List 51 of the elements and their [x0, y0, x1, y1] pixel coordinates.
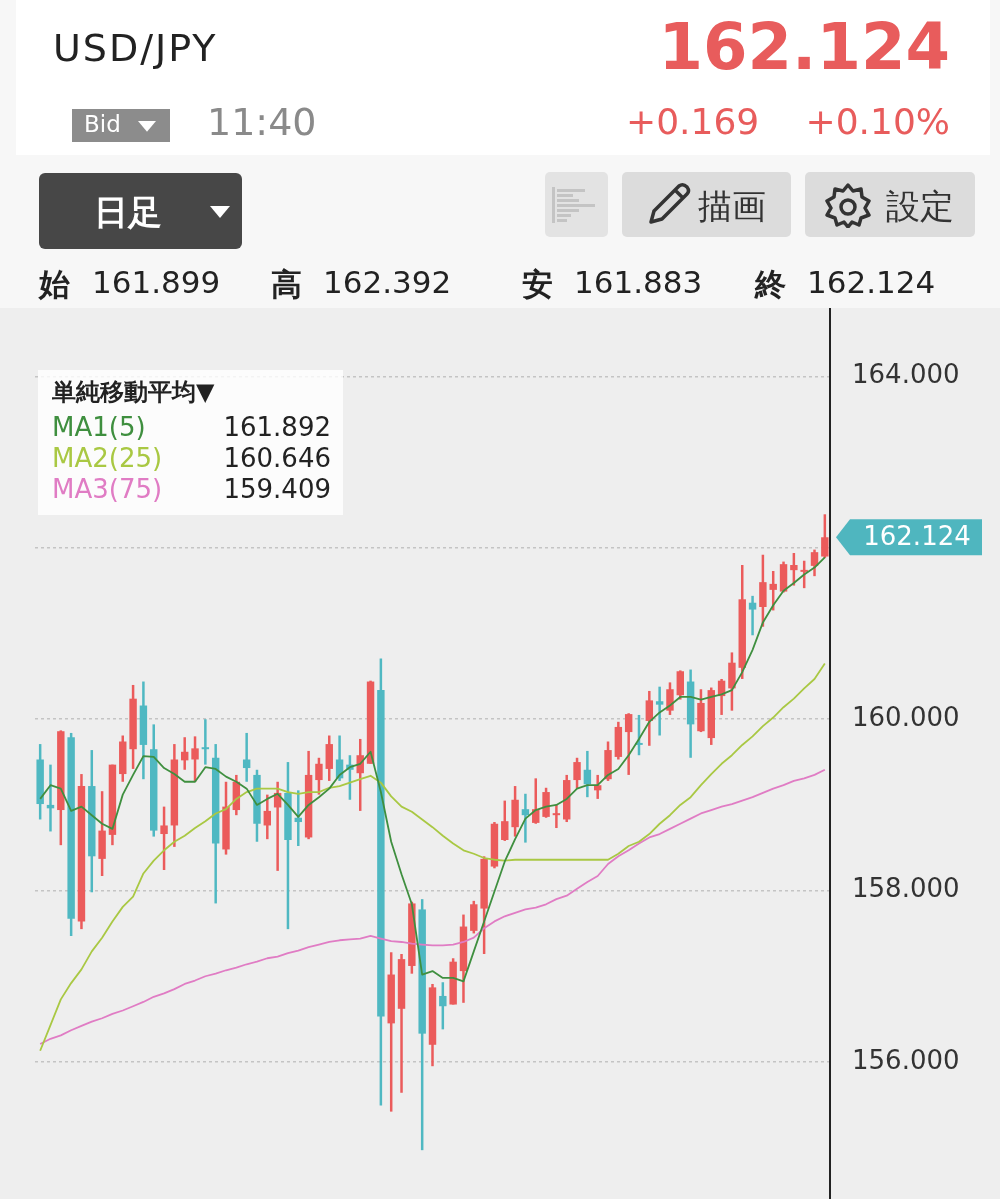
text: 162.124 [807, 264, 936, 300]
text: 描画 [698, 185, 766, 228]
text: MA1(5) [52, 412, 146, 443]
text: 162.124 [658, 10, 950, 84]
text: MA3(75) [52, 474, 163, 505]
y-tick-label: 156.000 [852, 1044, 960, 1075]
y-tick-label: 160.000 [852, 701, 960, 732]
candlestick [769, 569, 777, 612]
text: 設定 [886, 185, 954, 228]
candlestick [624, 711, 633, 777]
candlestick [315, 756, 323, 796]
candlestick [552, 803, 561, 830]
text: 161.899 [92, 264, 221, 300]
candlestick [800, 559, 808, 590]
text: +0.10% [805, 101, 950, 142]
text: Bid [84, 111, 121, 137]
text: 162.392 [323, 264, 452, 300]
candlestick [573, 756, 581, 790]
chart-title: USD/JPY [53, 26, 218, 70]
text: MA2(25) [52, 443, 163, 474]
candlestick [676, 669, 685, 701]
candlestick [790, 551, 798, 587]
candlestick [263, 793, 272, 841]
text: +0.169 [626, 101, 760, 142]
y-tick-label: 164.000 [852, 359, 960, 390]
candlestick [521, 792, 530, 844]
y-tick-label: 158.000 [852, 873, 960, 904]
legend-title: 単純移動平均▼ [52, 377, 216, 408]
candlestick [645, 689, 654, 748]
text: 日足 [94, 191, 162, 234]
text: 161.883 [574, 264, 703, 300]
text: 11:40 [207, 100, 317, 144]
annotation: 160.646 [223, 443, 331, 474]
candlestick [160, 805, 168, 872]
candlestick [201, 717, 210, 766]
text: 高 [271, 265, 302, 304]
text: 終 [755, 265, 786, 304]
text: 始 [39, 265, 70, 304]
annotation: 159.409 [223, 474, 331, 505]
text: 162.124 [863, 521, 971, 552]
candlestick [810, 548, 819, 578]
candlestick [242, 731, 251, 784]
candlestick [439, 981, 447, 1031]
text: 安 [522, 265, 553, 304]
candlestick [821, 513, 829, 560]
candlestick [191, 735, 199, 784]
candlestick [583, 749, 592, 799]
candlestick [655, 685, 664, 737]
candlestick [501, 799, 509, 843]
candlestick [748, 594, 757, 637]
annotation: 161.892 [223, 412, 331, 443]
